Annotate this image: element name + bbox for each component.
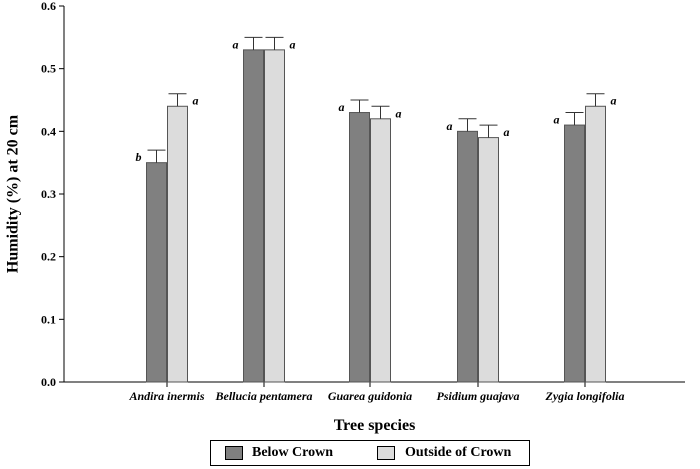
significance-letter: b: [136, 150, 142, 164]
y-tick-label: 0.5: [41, 62, 56, 76]
chart: 0.0 0.1 0.2 0.3 0.4 0.5 0.6 Andira inermis Bellu…: [5, 0, 685, 434]
bar-below-crown: [349, 112, 370, 383]
bar-outside-crown: [167, 105, 188, 383]
x-tick-label: Psidium guajava: [436, 389, 519, 403]
x-axis-label: Tree species: [334, 417, 416, 434]
bar-below-crown: [243, 49, 264, 383]
y-tick-label: 0.0: [41, 375, 56, 389]
significance-letter: a: [339, 100, 345, 114]
x-tick-label: Andira inermis: [128, 389, 204, 403]
bar-below-crown: [146, 162, 167, 383]
bars: b a a a a a a a a a: [136, 36, 617, 383]
significance-letter: a: [193, 94, 199, 108]
x-tick-label: Guarea guidonia: [328, 389, 412, 403]
significance-letter: a: [504, 125, 510, 139]
y-tick-label: 0.2: [41, 250, 56, 264]
legend-swatch-outside-crown: [377, 446, 395, 460]
significance-letter: a: [447, 119, 453, 133]
y-tick-label: 0.6: [41, 0, 56, 13]
legend-swatch-below-crown: [225, 446, 243, 460]
bar-below-crown: [564, 124, 585, 383]
significance-letter: a: [554, 113, 560, 127]
legend: Below Crown Outside of Crown: [210, 440, 530, 466]
legend-label-below-crown: Below Crown: [252, 445, 334, 460]
y-tick-label: 0.4: [41, 124, 56, 138]
significance-letter: a: [233, 37, 239, 51]
y-axis-label: Humidity (%) at 20 cm: [5, 114, 22, 273]
x-tick-label: Zygia longifolia: [545, 389, 625, 403]
legend-label-outside-crown: Outside of Crown: [405, 445, 512, 460]
x-tick-label: Bellucia pentamera: [215, 389, 313, 403]
axes: 0.0 0.1 0.2 0.3 0.4 0.5 0.6 Andira inermis Bellu…: [41, 0, 685, 403]
bar-outside-crown: [264, 49, 285, 383]
significance-letter: a: [290, 37, 296, 51]
bar-outside-crown: [585, 105, 606, 383]
y-tick-label: 0.3: [41, 187, 56, 201]
bar-outside-crown: [370, 118, 391, 383]
y-tick-label: 0.1: [41, 312, 56, 326]
significance-letter: a: [396, 106, 402, 120]
bar-below-crown: [457, 130, 478, 383]
significance-letter: a: [611, 94, 617, 108]
bar-outside-crown: [478, 137, 499, 383]
